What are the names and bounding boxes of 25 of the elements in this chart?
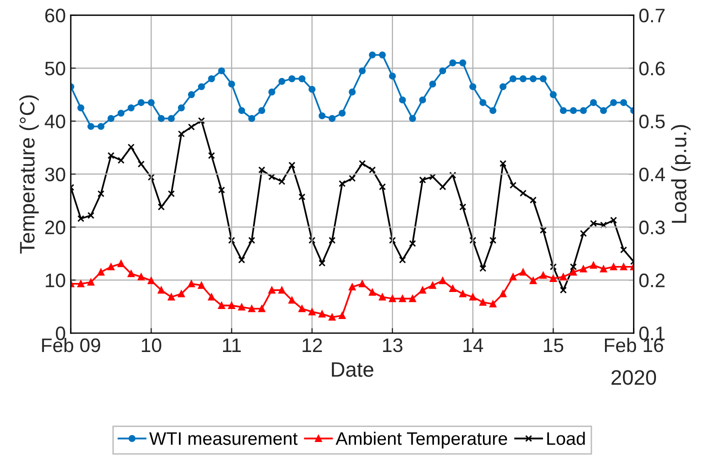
legend-label: Load	[547, 432, 585, 445]
x-tick-label: 10	[142, 338, 162, 352]
y2-tick-label: 0.5	[639, 114, 665, 128]
y-tick-label: 10	[46, 274, 66, 288]
y2-tick-label: 0.2	[639, 274, 665, 288]
text: 2020	[612, 370, 656, 385]
y2-tick-label: 0.3	[639, 220, 665, 234]
y2-axis-title: Load (p.u.)	[671, 125, 691, 223]
legend-label: WTI measurement	[149, 432, 298, 445]
y2-tick-label: 0.4	[639, 168, 665, 182]
y-tick-label: 20	[45, 220, 66, 234]
x-tick-label: 14	[464, 338, 484, 352]
y-tick-label: 30	[45, 168, 66, 182]
y-tick-label: 50	[45, 62, 66, 76]
y2-tick-label: 0.7	[639, 8, 665, 22]
x-tick-label: 11	[223, 338, 241, 352]
x-tick-label: 13	[383, 338, 402, 352]
x-axis-title: Date	[332, 362, 374, 377]
y-tick-label: 60	[45, 8, 66, 22]
x-tick-label: 15	[544, 338, 564, 352]
y2-tick-label: 0.6	[639, 62, 665, 76]
y-axis-title: Temperature (°C)	[19, 95, 39, 254]
x-tick-label: 12	[302, 338, 322, 352]
y-tick-label: 40	[44, 114, 66, 128]
legend-label: Ambient Temperature	[336, 432, 508, 449]
